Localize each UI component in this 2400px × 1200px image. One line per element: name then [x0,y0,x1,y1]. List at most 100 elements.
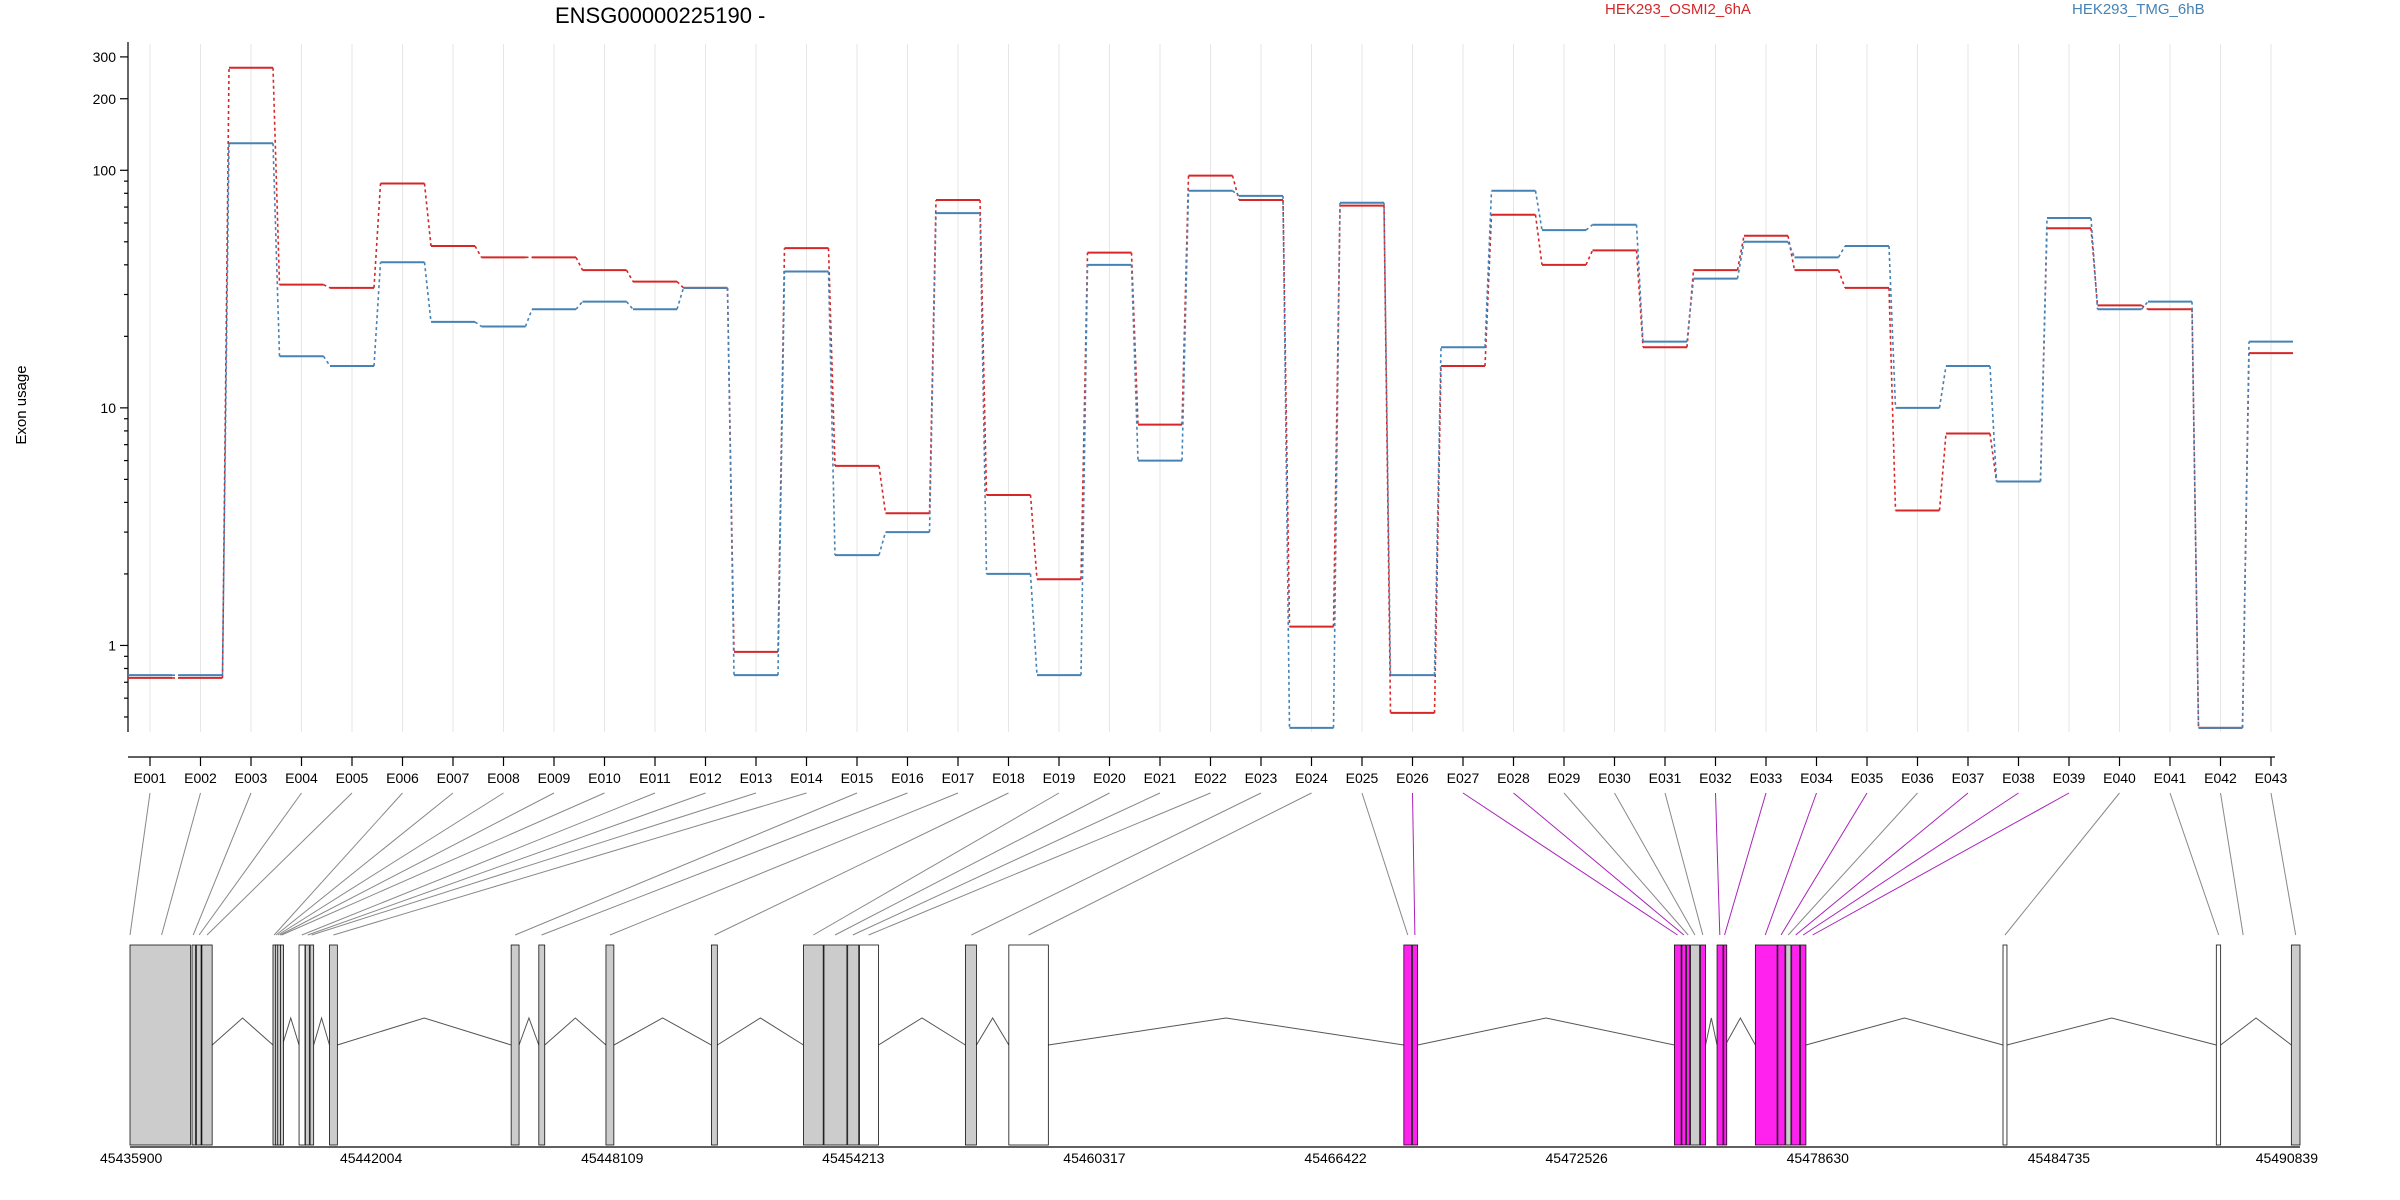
exon-block [1686,944,1691,1146]
x-tick-label-e019: E019 [1043,770,1076,786]
exon-block [1785,944,1792,1146]
series-connector [1383,202,1392,676]
intron [976,1017,1010,1046]
series-connector [1484,214,1493,367]
x-tick-label-e020: E020 [1093,770,1126,786]
exon-block [1754,944,1778,1146]
exon-connector-e008 [277,792,504,936]
exon-connector-e004 [198,792,302,936]
series-connector [1888,287,1897,511]
intron [613,1017,712,1046]
intron [337,1017,512,1046]
genomic-tick-label: 45454213 [822,1150,885,1166]
series-connector [1332,202,1341,728]
exon-connectors [129,792,2297,936]
exon-connector-e041 [2169,792,2220,936]
exon-block [859,944,879,1146]
series-connector [878,465,887,514]
genomic-tick-label: 45466422 [1304,1150,1367,1166]
exon-connector-e035 [1780,792,1868,936]
exon-connector-e040 [2004,792,2120,936]
y-tick-label: 1 [108,637,116,653]
exon-connector-e001 [129,792,151,936]
series-connector [373,262,382,367]
x-tick-label-e014: E014 [790,770,823,786]
exon-connector-e019 [813,792,1060,936]
exon-connector-e013 [311,792,757,936]
series-connector [827,248,836,466]
series-connector [272,67,281,285]
legend-entry-osmi2: HEK293_OSMI2_6hA [1605,1,1751,18]
x-tick-label-e041: E041 [2154,770,2187,786]
y-tick-label: 100 [93,162,117,178]
exon-block [1673,944,1682,1146]
vertical-gridlines [149,44,2272,732]
exon-block [1008,944,1049,1146]
exon-block [1799,944,1807,1146]
exon-block [1700,944,1706,1146]
exon-connector-e028 [1513,792,1685,936]
intron [878,1017,966,1046]
exon-connector-e039 [1812,792,2070,936]
x-tick-label-e004: E004 [285,770,318,786]
series-connector [575,256,584,271]
x-tick-label-e040: E040 [2103,770,2136,786]
series-lines [128,66,2293,729]
exon-block [1690,944,1701,1146]
series-connector [979,213,988,574]
exon-block [2215,944,2222,1146]
exon-block [1412,944,1419,1146]
exon-connector-e020 [834,792,1110,936]
series-connector [1989,433,1998,482]
series-connector [625,269,634,282]
x-tick-label-e002: E002 [184,770,217,786]
x-tick-label-e007: E007 [437,770,470,786]
x-tick-label-e013: E013 [740,770,773,786]
exon-block [191,944,196,1146]
intron [1417,1017,1675,1046]
exon-connector-e016 [541,792,908,936]
x-tick-label-e026: E026 [1396,770,1429,786]
series-connector [878,531,887,556]
exon-block [304,944,310,1146]
series-connector [1232,190,1240,197]
exon-connector-e011 [301,792,656,936]
series-connector [1029,573,1038,676]
x-tick-label-e018: E018 [992,770,1025,786]
series-connector [2191,301,2200,728]
intron [1048,1017,1404,1046]
series-connector [1029,494,1038,580]
x-tick-label-e034: E034 [1800,770,1833,786]
series-connector [2141,304,2149,310]
series-connector [1585,250,1594,266]
exon-block [1777,944,1786,1146]
x-tick-label-e037: E037 [1952,770,1985,786]
exon-connector-e043 [2270,792,2297,936]
exon-block [847,944,860,1146]
intron [1805,1017,2004,1046]
series-tmg [128,142,2293,729]
intron [1705,1017,1718,1046]
exon-block [823,944,848,1146]
exon-connector-e033 [1724,792,1767,936]
x-tick-label-e030: E030 [1598,770,1631,786]
exon-connector-e018 [714,792,1009,936]
series-connector [1787,235,1796,271]
x-tick-label-e023: E023 [1245,770,1278,786]
series-connector [1736,241,1745,279]
exon-connector-e027 [1462,792,1678,936]
series-connector [1433,347,1442,676]
x-tick-label-e021: E021 [1144,770,1177,786]
exon-block [329,944,338,1146]
exon-connector-e034 [1764,792,1817,936]
x-tick-label-e022: E022 [1194,770,1227,786]
series-connector [1484,190,1493,348]
exon-block [1681,944,1687,1146]
series-connector [1635,224,1644,342]
genomic-tick-label: 45460317 [1063,1150,1126,1166]
x-tick-label-e043: E043 [2255,770,2288,786]
x-tick-label-e016: E016 [891,770,924,786]
x-tick-label-e012: E012 [689,770,722,786]
exon-block [201,944,213,1146]
x-tick-label-e038: E038 [2002,770,2035,786]
